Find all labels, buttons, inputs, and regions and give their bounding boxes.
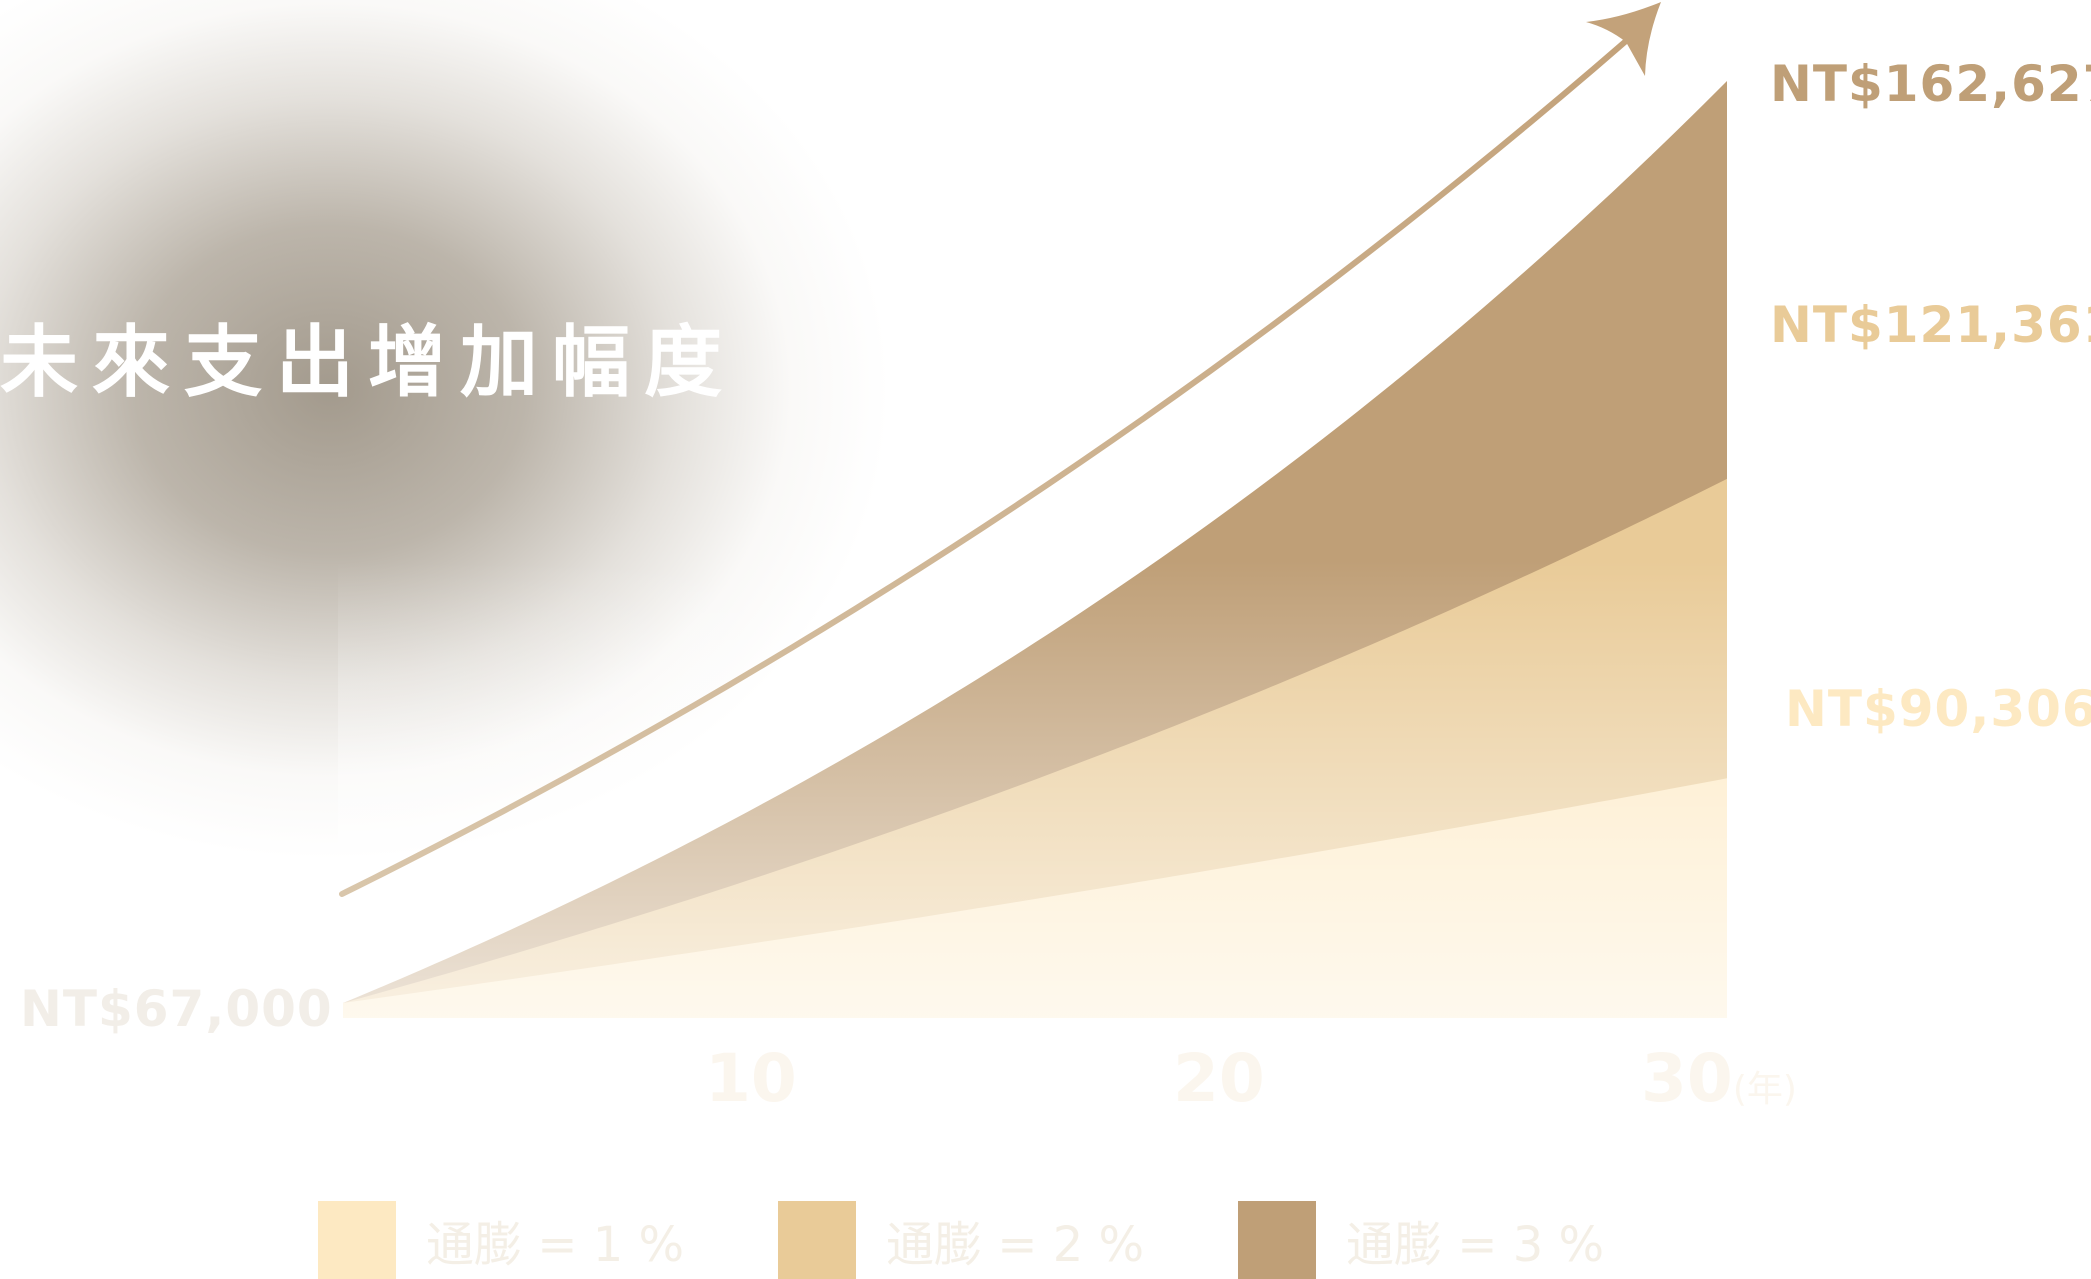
end-value-label-inflation-2: NT$121,361	[1770, 296, 2091, 354]
growth-arrow	[339, 2, 1661, 897]
x-axis-unit: (年)	[1732, 1069, 1797, 1110]
x-tick-text: 10	[705, 1040, 797, 1117]
x-tick-label-10: 10	[705, 1040, 797, 1117]
legend-item-inflation-1: 通膨 = 1 %	[318, 1201, 726, 1279]
x-tick-text: 30	[1641, 1040, 1733, 1117]
legend-swatch	[1238, 1201, 1316, 1279]
legend-label: 通膨 = 2 %	[886, 1217, 1145, 1273]
chart-legend: 通膨 = 1 % 通膨 = 2 % 通膨 = 3 %	[318, 1201, 1698, 1279]
legend-item-inflation-3: 通膨 = 3 %	[1238, 1201, 1646, 1279]
x-tick-label-30: 30(年)	[1641, 1040, 1797, 1117]
start-value-label: NT$67,000	[20, 980, 333, 1038]
chart-title: 未來支出增加幅度	[0, 318, 737, 408]
growth-arrow-shaft	[339, 38, 1629, 897]
x-tick-label-20: 20	[1173, 1040, 1265, 1117]
growth-arrow-head	[1586, 2, 1661, 76]
x-tick-text: 20	[1173, 1040, 1265, 1117]
area-fade-overlay	[338, 560, 1732, 1020]
end-value-label-inflation-1: NT$90,306	[1785, 680, 2091, 738]
legend-swatch	[778, 1201, 856, 1279]
legend-label: 通膨 = 3 %	[1346, 1217, 1605, 1273]
legend-swatch	[318, 1201, 396, 1279]
legend-label: 通膨 = 1 %	[426, 1217, 685, 1273]
series-areas	[338, 81, 1732, 1020]
end-value-label-inflation-3: NT$162,627	[1770, 55, 2091, 113]
legend-item-inflation-2: 通膨 = 2 %	[778, 1201, 1186, 1279]
